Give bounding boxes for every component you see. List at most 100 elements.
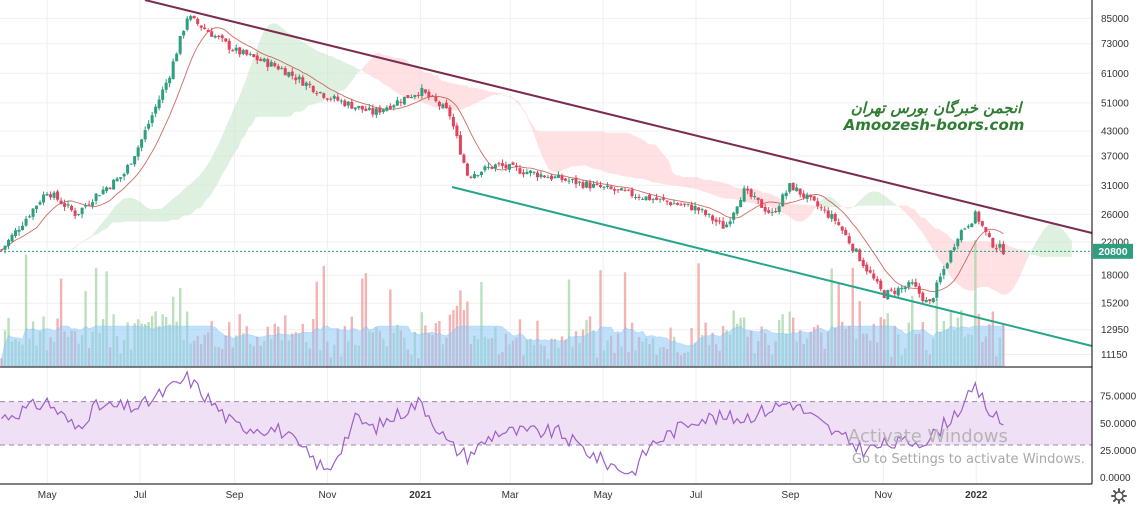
cloud-segment — [483, 89, 487, 100]
candle-body — [921, 292, 925, 302]
candle-body — [213, 35, 217, 38]
cloud-segment — [77, 242, 81, 247]
volume-bar — [599, 270, 602, 366]
candle-body — [560, 175, 564, 180]
candle-body — [994, 248, 998, 250]
candle-body — [42, 194, 46, 203]
volume-bar — [974, 239, 977, 366]
cloud-segment — [658, 148, 663, 184]
candle-body — [266, 59, 270, 67]
price-axis-label: 51000 — [1101, 98, 1129, 109]
cloud-segment — [220, 131, 225, 178]
cloud-segment — [882, 194, 887, 206]
cloud-segment — [879, 192, 883, 206]
candle-body — [420, 87, 424, 96]
candle-body — [847, 236, 851, 244]
candle-body — [455, 125, 459, 137]
cloud-segment — [84, 238, 88, 241]
cloud-segment — [721, 182, 726, 199]
candle-body — [700, 209, 704, 211]
candle-body — [592, 183, 596, 188]
candle-body — [900, 287, 904, 290]
cloud-segment — [147, 207, 151, 222]
cloud-segment — [504, 95, 508, 97]
cloud-segment — [486, 90, 491, 98]
last-price-label: 20800 — [1093, 243, 1133, 259]
cloud-segment — [434, 75, 438, 108]
cloud-segment — [252, 51, 256, 125]
candle-body — [388, 105, 392, 109]
time-axis-label: May — [594, 490, 613, 501]
time-axis-label: Mar — [502, 490, 520, 501]
candle-body — [669, 202, 673, 205]
cloud-segment — [1047, 223, 1051, 257]
candle-body — [231, 50, 235, 52]
cloud-segment — [168, 199, 172, 222]
candle-body — [444, 102, 448, 109]
gear-icon[interactable] — [1111, 488, 1127, 504]
candle-body — [276, 66, 280, 70]
candle-body — [252, 54, 256, 57]
cloud-segment — [108, 210, 113, 227]
cloud-segment — [627, 132, 631, 177]
cloud-segment — [399, 58, 403, 96]
candle-body — [364, 108, 368, 111]
candle-body — [998, 244, 1002, 248]
cloud-segment — [602, 131, 606, 173]
candle-body — [112, 179, 116, 190]
cloud-segment — [346, 63, 351, 88]
candle-body — [791, 182, 795, 191]
candle-body — [588, 182, 592, 189]
support-trendline[interactable] — [451, 186, 1093, 347]
rsi-axis[interactable]: 75.0000 50.0000 25.0000 0.0000 — [1100, 392, 1137, 484]
cloud-segment — [388, 55, 393, 90]
candle-body — [861, 259, 865, 267]
candle-body — [241, 50, 245, 55]
rsi-line — [1, 370, 1004, 477]
cloud-segment — [728, 184, 733, 199]
volume-bar — [851, 267, 854, 366]
cloud-segment — [1054, 224, 1058, 257]
candle-body — [378, 107, 382, 113]
candle-body — [301, 77, 305, 86]
candle-body — [833, 213, 837, 221]
candle-body — [816, 201, 820, 207]
cloud-segment — [458, 84, 463, 110]
candle-body — [984, 227, 988, 232]
candle-body — [171, 61, 175, 79]
candle-body — [844, 229, 848, 236]
candle-body — [627, 189, 631, 191]
price-axis[interactable]: 85000 73000 61000 51000 43000 37000 31000 26000… — [1101, 14, 1129, 361]
watermark-english: Amoozesh-boors.com — [843, 116, 1025, 134]
resistance-trendline[interactable] — [144, 0, 1093, 234]
cloud-segment — [704, 179, 708, 193]
candle-body — [507, 164, 511, 170]
candle-body — [273, 63, 277, 67]
cloud-segment — [427, 72, 431, 106]
candle-body — [770, 211, 774, 213]
cloud-segment — [756, 189, 761, 206]
candle-body — [581, 182, 585, 188]
trendlines[interactable] — [144, 0, 1093, 347]
candle-body — [942, 268, 946, 276]
cloud-segment — [381, 54, 386, 86]
cloud-segment — [613, 132, 617, 175]
cloud-segment — [847, 207, 852, 209]
candle-body — [767, 210, 771, 213]
candle-body — [571, 179, 575, 181]
cloud-segment — [196, 175, 200, 209]
cloud-segment — [595, 131, 599, 170]
time-axis[interactable]: May Jul Sep Nov 2021 Mar May Jul Sep Nov 2022 — [38, 490, 988, 501]
candle-body — [542, 175, 546, 178]
volume-bar — [322, 265, 325, 366]
candle-body — [259, 58, 263, 61]
candle-body — [45, 193, 49, 196]
candle-body — [528, 170, 532, 174]
cloud-segment — [217, 139, 221, 185]
price-candles — [0, 14, 1005, 304]
candle-body — [402, 96, 406, 105]
cloud-segment — [140, 202, 144, 222]
candle-body — [956, 239, 960, 247]
candle-body — [14, 230, 18, 236]
time-axis-label: Sep — [226, 490, 244, 501]
